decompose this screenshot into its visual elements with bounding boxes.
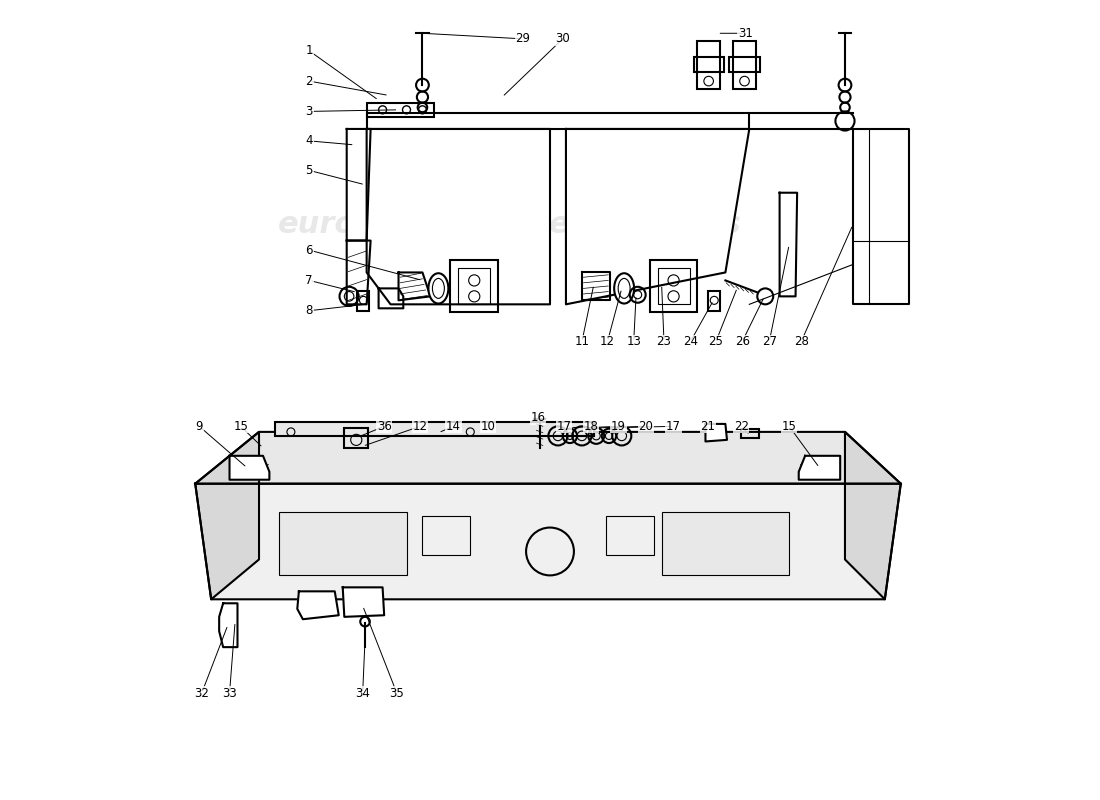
Text: 27: 27 bbox=[761, 335, 777, 348]
Bar bbox=[275, 422, 594, 436]
Text: 18: 18 bbox=[583, 420, 598, 433]
Polygon shape bbox=[195, 432, 258, 599]
Text: 29: 29 bbox=[516, 32, 530, 46]
Polygon shape bbox=[398, 273, 430, 300]
Text: 17: 17 bbox=[557, 420, 572, 433]
Text: eurospares: eurospares bbox=[582, 506, 757, 534]
Polygon shape bbox=[366, 129, 550, 304]
Text: 2: 2 bbox=[306, 74, 313, 88]
Bar bbox=[693, 57, 724, 71]
Text: 15: 15 bbox=[782, 420, 796, 433]
Text: 19: 19 bbox=[612, 420, 626, 433]
Ellipse shape bbox=[432, 278, 444, 298]
Text: 36: 36 bbox=[376, 420, 392, 433]
Bar bbox=[279, 512, 407, 575]
Text: 25: 25 bbox=[708, 335, 724, 348]
Text: 13: 13 bbox=[626, 335, 641, 348]
Bar bbox=[741, 429, 759, 438]
Polygon shape bbox=[366, 113, 749, 129]
Text: 30: 30 bbox=[556, 32, 570, 46]
Text: 11: 11 bbox=[574, 335, 590, 348]
Text: 23: 23 bbox=[657, 335, 671, 348]
Bar bbox=[697, 42, 719, 89]
Bar bbox=[658, 269, 690, 304]
Bar bbox=[459, 269, 491, 304]
Polygon shape bbox=[705, 424, 727, 442]
Ellipse shape bbox=[618, 278, 630, 298]
Ellipse shape bbox=[428, 274, 449, 303]
Text: eurospares: eurospares bbox=[517, 450, 711, 478]
Bar bbox=[729, 57, 760, 71]
Text: 12: 12 bbox=[412, 420, 428, 433]
Text: 34: 34 bbox=[355, 687, 370, 700]
Text: 4: 4 bbox=[306, 134, 313, 147]
Text: 7: 7 bbox=[306, 274, 313, 287]
Text: 31: 31 bbox=[738, 26, 752, 40]
Polygon shape bbox=[378, 288, 404, 308]
Bar bbox=[358, 290, 368, 310]
Polygon shape bbox=[343, 587, 384, 617]
Text: 9: 9 bbox=[196, 420, 204, 433]
Text: 32: 32 bbox=[195, 687, 209, 700]
Text: 14: 14 bbox=[446, 420, 461, 433]
Text: 33: 33 bbox=[222, 687, 236, 700]
Text: 8: 8 bbox=[306, 304, 312, 318]
Bar bbox=[344, 428, 369, 448]
Polygon shape bbox=[799, 456, 840, 480]
Text: 22: 22 bbox=[734, 420, 749, 433]
Text: 3: 3 bbox=[306, 105, 312, 118]
Polygon shape bbox=[582, 273, 609, 300]
Polygon shape bbox=[230, 456, 270, 480]
Bar bbox=[650, 261, 697, 312]
Bar bbox=[366, 102, 434, 117]
Text: 35: 35 bbox=[389, 687, 405, 700]
Polygon shape bbox=[845, 432, 901, 599]
Polygon shape bbox=[346, 241, 371, 304]
Polygon shape bbox=[852, 129, 909, 304]
Bar bbox=[734, 42, 756, 89]
Text: 20: 20 bbox=[638, 420, 653, 433]
Text: 12: 12 bbox=[600, 335, 615, 348]
Polygon shape bbox=[346, 129, 371, 241]
Text: 16: 16 bbox=[530, 411, 546, 424]
Bar bbox=[422, 515, 471, 555]
Bar bbox=[606, 515, 653, 555]
Polygon shape bbox=[565, 129, 749, 304]
Text: eurospares: eurospares bbox=[230, 450, 424, 478]
Polygon shape bbox=[195, 432, 901, 484]
Text: 15: 15 bbox=[233, 420, 249, 433]
Text: 6: 6 bbox=[306, 244, 313, 257]
Text: 10: 10 bbox=[481, 420, 495, 433]
Bar bbox=[708, 290, 719, 310]
Text: eurospares: eurospares bbox=[549, 210, 742, 239]
Text: 21: 21 bbox=[701, 420, 715, 433]
Text: eurospares: eurospares bbox=[278, 210, 471, 239]
Text: 28: 28 bbox=[794, 335, 808, 348]
Text: 24: 24 bbox=[683, 335, 697, 348]
Text: 26: 26 bbox=[735, 335, 749, 348]
Text: 1: 1 bbox=[306, 44, 313, 58]
Ellipse shape bbox=[614, 274, 634, 303]
Polygon shape bbox=[780, 193, 798, 296]
Bar bbox=[661, 512, 789, 575]
Text: eurospares: eurospares bbox=[279, 506, 454, 534]
Text: 5: 5 bbox=[306, 164, 312, 177]
Text: 17: 17 bbox=[667, 420, 681, 433]
Polygon shape bbox=[297, 591, 339, 619]
Bar bbox=[450, 261, 498, 312]
Polygon shape bbox=[195, 484, 901, 599]
Polygon shape bbox=[219, 603, 238, 647]
